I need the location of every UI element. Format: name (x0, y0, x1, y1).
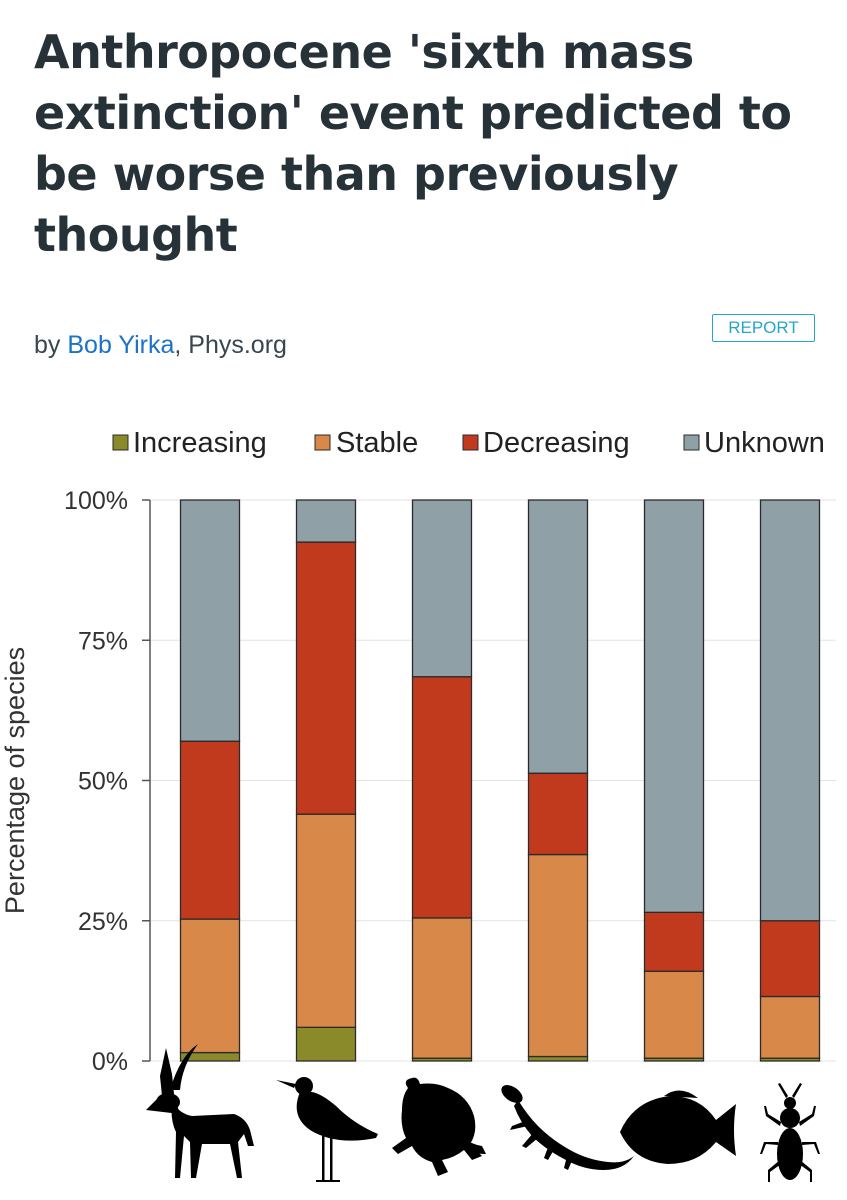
legend-label-decreasing: Decreasing (483, 427, 630, 459)
bar-stack-fish (643, 499, 705, 1062)
frog-icon (392, 1077, 486, 1176)
category-icons (146, 1044, 820, 1182)
bar-bird-decreasing (295, 541, 357, 815)
bar-reptile-stable (527, 853, 589, 1058)
legend-swatch-unknown (683, 434, 700, 451)
y-axis: 0% 25% 50% 75% 100% Percentage of species (0, 487, 151, 1076)
bar-fish-unknown (643, 499, 705, 913)
bar-amphibian-stable (411, 917, 473, 1059)
bar-bird-unknown (295, 499, 357, 543)
report-button[interactable]: REPORT (712, 314, 815, 342)
antelope-icon (146, 1044, 254, 1178)
bar-fish-stable (643, 970, 705, 1059)
bar-mammal-unknown (179, 499, 241, 742)
legend-label-stable: Stable (336, 427, 418, 459)
legend-swatch-stable (314, 434, 331, 451)
y-tick-label-0: 0% (92, 1048, 128, 1076)
bar-stack-amphibian (411, 499, 473, 1062)
author-link[interactable]: Bob Yirka (67, 331, 175, 359)
fish-icon (620, 1090, 736, 1164)
bar-reptile-unknown (527, 499, 589, 774)
bar-bird-stable (295, 813, 357, 1028)
bar-stack-insect (759, 499, 821, 1062)
bars (179, 499, 821, 1062)
bar-bird-increasing (295, 1026, 357, 1062)
byline-prefix: by (34, 331, 61, 359)
lizard-icon (501, 1085, 634, 1170)
y-axis-title: Percentage of species (0, 647, 30, 914)
bar-reptile-increasing (527, 1055, 589, 1062)
bar-fish-decreasing (643, 911, 705, 972)
legend-swatch-decreasing (462, 434, 479, 451)
byline: by Bob Yirka, Phys.org (34, 331, 287, 360)
bar-stack-mammal (179, 499, 241, 1062)
bar-insect-stable (759, 995, 821, 1059)
legend-label-unknown: Unknown (704, 427, 825, 459)
grid-lines (150, 499, 836, 1062)
byline-separator: , (174, 331, 182, 359)
y-tick-label-100: 100% (64, 487, 128, 515)
stacked-bar-chart: Increasing Stable Decreasing Unknown 0% 25% 5… (0, 427, 836, 1182)
bar-amphibian-unknown (411, 499, 473, 678)
bar-stack-bird (295, 499, 357, 1062)
legend-swatch-increasing (112, 434, 129, 451)
bar-mammal-decreasing (179, 740, 241, 920)
bar-mammal-stable (179, 918, 241, 1054)
article-title: Anthropocene 'sixth mass extinction' eve… (34, 25, 792, 262)
bar-insect-unknown (759, 499, 821, 922)
beetle-icon (760, 1083, 820, 1182)
source-name: Phys.org (188, 331, 287, 359)
bar-insect-decreasing (759, 920, 821, 998)
bird-icon (276, 1077, 378, 1182)
chart-legend: Increasing Stable Decreasing Unknown (112, 427, 825, 459)
legend-label-increasing: Increasing (133, 427, 267, 459)
bar-amphibian-decreasing (411, 676, 473, 919)
bar-reptile-decreasing (527, 772, 589, 856)
bar-stack-reptile (527, 499, 589, 1062)
y-tick-label-75: 75% (78, 627, 128, 655)
y-tick-label-25: 25% (78, 908, 128, 936)
y-tick-label-50: 50% (78, 768, 128, 796)
